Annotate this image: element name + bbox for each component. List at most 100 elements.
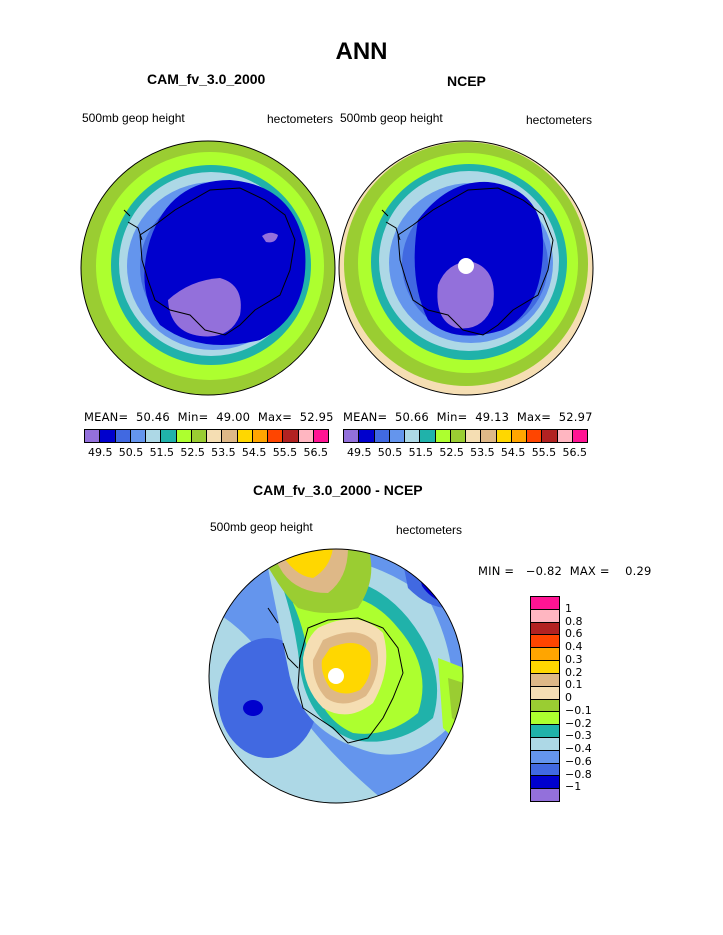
colorbar-tick-label: 50.5 [118,446,144,459]
colorbar-tick-label: 55.5 [272,446,298,459]
colorbar-swatch [374,430,390,442]
colorbar-tick-label: 56.5 [562,446,587,459]
colorbar-swatch [435,430,451,442]
colorbar-tick-label: 51.5 [149,446,175,459]
colorbar-tick-label: −0.1 [565,703,592,717]
colorbar-swatch [450,430,466,442]
colorbar-swatch [176,430,192,442]
panel-2-stats: MEAN= 50.66 Min= 49.13 Max= 52.97 [343,410,593,424]
colorbar-difference [530,596,560,802]
colorbar-tick-label: 0.6 [565,627,583,641]
colorbar-swatch [481,430,497,442]
colorbar-tick-label: 56.5 [303,446,328,459]
colorbar-tick-label: 0.3 [565,652,583,666]
colorbar-swatch [161,430,177,442]
colorbar-swatch [557,430,573,442]
colorbar-swatch [191,430,207,442]
colorbar-tick-label: 52.5 [439,446,464,459]
colorbar-tick-label: −0.6 [565,754,592,768]
colorbar-swatch [115,430,131,442]
colorbar-tick-label: 50.5 [377,446,403,459]
colorbar-swatch [466,430,482,442]
colorbar-swatch [146,430,162,442]
colorbar-tick-label: −0.8 [565,767,592,781]
colorbar-swatch [207,430,223,442]
colorbar-tick-label: −1 [565,780,582,794]
colorbar-swatch [531,686,559,700]
colorbar-swatch [298,430,314,442]
colorbar-swatch [222,430,238,442]
colorbar-swatch [542,430,558,442]
colorbar-swatch [531,648,559,662]
colorbar-swatch [572,430,587,442]
pole-mask-marker [328,668,344,684]
panel-2-variable-label: 500mb geop height [340,111,443,125]
panel-1-units-label: hectometers [267,112,334,126]
colorbar-swatch [527,430,543,442]
colorbar-swatch [531,609,559,623]
colorbar-swatch [283,430,299,442]
colorbar-tick-label: 54.5 [500,446,526,459]
colorbar-swatch [531,725,559,738]
colorbar-swatch [511,430,527,442]
colorbar-ncep-labels: 49.5 50.5 51.5 52.5 53.5 54.5 55.5 56.5 [347,446,587,459]
colorbar-swatch [496,430,512,442]
panel-1-variable-label: 500mb geop height [82,111,185,125]
diff-stats: MIN = −0.82 MAX = 0.29 [478,564,652,578]
colorbar-tick-label: −0.3 [565,729,592,743]
colorbar-swatch [531,635,559,649]
colorbar-swatch [531,712,559,726]
panel-1-title: CAM_fv_3.0_2000 [147,71,266,87]
colorbar-swatch [531,673,559,687]
colorbar-tick-label: 53.5 [211,446,236,459]
figure-title: ANN [335,38,388,65]
colorbar-swatch [359,430,375,442]
colorbar-tick-label: 49.5 [347,446,372,459]
colorbar-swatch [389,430,405,442]
diff-title: CAM_fv_3.0_2000 - NCEP [253,482,423,498]
colorbar-swatch [252,430,268,442]
panel-2-units-label: hectometers [526,113,593,127]
colorbar-swatch [531,750,559,764]
colorbar-tick-label: 52.5 [180,446,205,459]
colorbar-swatch [85,430,101,442]
colorbar-swatch [237,430,253,442]
colorbar-tick-label: 51.5 [408,446,434,459]
colorbar-swatch [531,661,559,674]
colorbar-tick-label: 0.1 [565,678,583,692]
colorbar-tick-label: 1 [565,601,572,615]
diff-units-label: hectometers [396,523,463,537]
colorbar-swatch [531,737,559,751]
colorbar-tick-label: −0.4 [565,742,592,755]
colorbar-model-labels: 49.5 50.5 51.5 52.5 53.5 54.5 55.5 56.5 [88,446,328,459]
colorbar-swatch [268,430,284,442]
colorbar-tick-label: 0.4 [565,640,583,653]
colorbar-swatch [531,597,559,610]
colorbar-tick-label: 0 [565,691,572,704]
diff-variable-label: 500mb geop height [210,520,313,534]
colorbar-swatch [531,763,559,777]
colorbar-swatch [405,430,421,442]
colorbar-model [84,429,329,443]
map-difference [208,548,464,804]
panel-2-title: NCEP [447,73,486,89]
colorbar-tick-label: 54.5 [241,446,267,459]
panel-1-stats: MEAN= 50.46 Min= 49.00 Max= 52.95 [84,410,334,424]
colorbar-swatch [100,430,116,442]
colorbar-swatch [531,622,559,636]
map-model [80,140,336,396]
colorbar-ncep [343,429,588,443]
colorbar-tick-label: 49.5 [88,446,113,459]
colorbar-swatch [130,430,146,442]
colorbar-swatch [344,430,360,442]
colorbar-swatch [531,789,559,801]
colorbar-swatch [313,430,328,442]
colorbar-tick-label: 53.5 [470,446,495,459]
colorbar-tick-label: 0.8 [565,614,583,628]
colorbar-swatch [531,699,559,713]
map-ncep [338,140,594,396]
colorbar-tick-label: −0.2 [565,716,592,730]
pole-mask-marker [458,258,474,274]
colorbar-swatch [420,430,436,442]
colorbar-tick-label: 0.2 [565,665,583,679]
